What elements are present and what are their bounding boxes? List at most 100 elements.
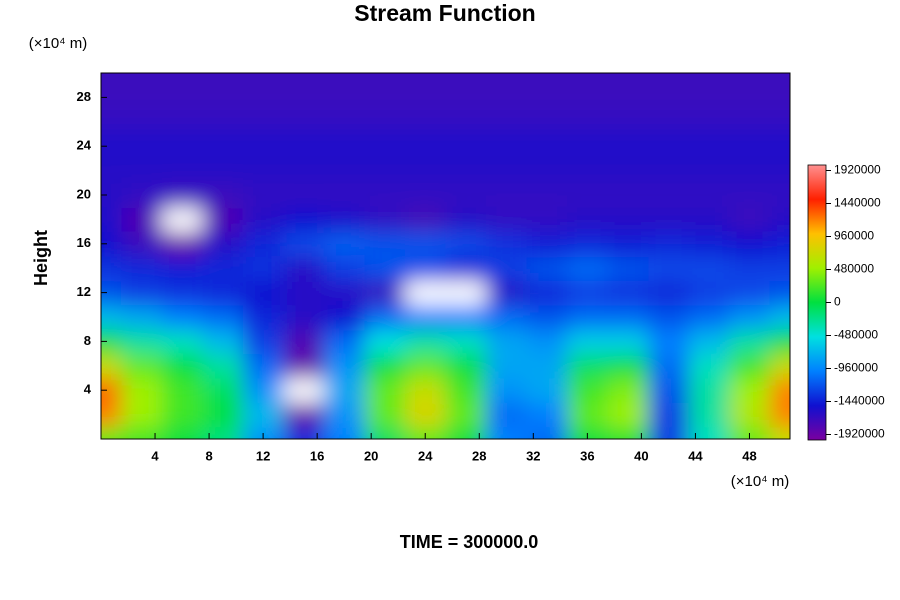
field-cell bbox=[729, 426, 771, 439]
field-cell bbox=[404, 378, 446, 403]
field-cell bbox=[242, 280, 284, 306]
field-cell bbox=[283, 402, 325, 428]
field-cell bbox=[648, 353, 690, 379]
field-cell bbox=[283, 109, 325, 135]
field-cell bbox=[445, 329, 487, 355]
y-unit: (×10⁴ m) bbox=[29, 35, 88, 52]
field-cell bbox=[729, 134, 771, 159]
field-cell bbox=[526, 426, 568, 439]
x-tick-label: 48 bbox=[742, 448, 756, 463]
field-cell bbox=[526, 353, 568, 379]
field-cell bbox=[769, 353, 790, 379]
field-cell bbox=[242, 256, 284, 281]
field-cell bbox=[445, 402, 487, 428]
field-cell bbox=[486, 85, 528, 111]
field-cell bbox=[101, 85, 122, 111]
field-cell bbox=[769, 231, 790, 257]
field-cell bbox=[445, 73, 487, 86]
field-cell bbox=[607, 207, 649, 233]
field-cell bbox=[607, 378, 649, 403]
field-cell bbox=[567, 207, 609, 233]
field-cell bbox=[769, 304, 790, 330]
field-cell bbox=[729, 109, 771, 135]
y-tick-label: 28 bbox=[77, 89, 91, 104]
field-cell bbox=[283, 158, 325, 184]
field-cell bbox=[769, 329, 790, 355]
field-cell bbox=[729, 182, 771, 208]
field-cell bbox=[445, 109, 487, 135]
y-tick-label: 12 bbox=[77, 284, 91, 299]
field-cell bbox=[242, 426, 284, 439]
field-cell bbox=[283, 304, 325, 330]
field-cell bbox=[607, 182, 649, 208]
field-cell bbox=[161, 85, 203, 111]
field-cell bbox=[607, 353, 649, 379]
field-cell bbox=[242, 73, 284, 86]
field-cell bbox=[404, 353, 446, 379]
field-cell bbox=[364, 353, 406, 379]
field-cell bbox=[121, 207, 163, 233]
field-cell bbox=[101, 378, 122, 403]
y-tick-label: 16 bbox=[77, 235, 91, 250]
field-cell bbox=[404, 256, 446, 281]
plot-frame bbox=[100, 72, 791, 440]
field-cell bbox=[323, 304, 365, 330]
field-cell bbox=[526, 402, 568, 428]
x-tick-label: 44 bbox=[688, 448, 703, 463]
field-cell bbox=[526, 280, 568, 306]
field-cell bbox=[445, 256, 487, 281]
field-cell bbox=[526, 378, 568, 403]
field-cell bbox=[101, 280, 122, 306]
colorbar-tick-label: 480000 bbox=[834, 262, 874, 276]
field-cell bbox=[404, 231, 446, 257]
field-cell bbox=[283, 207, 325, 233]
colorbar bbox=[807, 164, 827, 441]
x-tick-label: 16 bbox=[310, 448, 324, 463]
field-cell bbox=[202, 109, 244, 135]
field-cell bbox=[101, 207, 122, 233]
field-cell bbox=[364, 280, 406, 306]
field-cell bbox=[648, 402, 690, 428]
field bbox=[101, 73, 790, 439]
field-cell bbox=[688, 182, 730, 208]
field-cell bbox=[445, 378, 487, 403]
field-cell bbox=[364, 158, 406, 184]
x-tick-label: 28 bbox=[472, 448, 486, 463]
field-cell bbox=[688, 134, 730, 159]
field-cell bbox=[202, 85, 244, 111]
colorbar-tick-label: 1440000 bbox=[834, 196, 881, 210]
field-cell bbox=[648, 329, 690, 355]
field-cell bbox=[323, 329, 365, 355]
field-cell bbox=[121, 73, 163, 86]
field-cell bbox=[101, 426, 122, 439]
field-cell bbox=[607, 73, 649, 86]
field-cell bbox=[648, 426, 690, 439]
field-cell bbox=[688, 353, 730, 379]
field-cell bbox=[202, 304, 244, 330]
field-cell bbox=[486, 256, 528, 281]
field-cell bbox=[242, 231, 284, 257]
field-cell bbox=[486, 182, 528, 208]
field-cell bbox=[242, 158, 284, 184]
field-cell bbox=[121, 158, 163, 184]
field-cell bbox=[648, 73, 690, 86]
field-cell bbox=[688, 109, 730, 135]
field-cell bbox=[202, 353, 244, 379]
field-cell bbox=[486, 134, 528, 159]
field-cell bbox=[121, 402, 163, 428]
x-tick-label: 20 bbox=[364, 448, 378, 463]
field-cell bbox=[202, 256, 244, 281]
field-cell bbox=[607, 231, 649, 257]
time-label: TIME = 300000.0 bbox=[400, 532, 539, 552]
field-cell bbox=[769, 73, 790, 86]
x-tick-label: 36 bbox=[580, 448, 594, 463]
field-cell bbox=[445, 134, 487, 159]
field-cell bbox=[242, 85, 284, 111]
field-cell bbox=[607, 158, 649, 184]
field-cell bbox=[729, 207, 771, 233]
field-cell bbox=[769, 426, 790, 439]
field-cell bbox=[121, 353, 163, 379]
field-cell bbox=[445, 207, 487, 233]
field-cell bbox=[161, 207, 203, 233]
field-cell bbox=[364, 73, 406, 86]
